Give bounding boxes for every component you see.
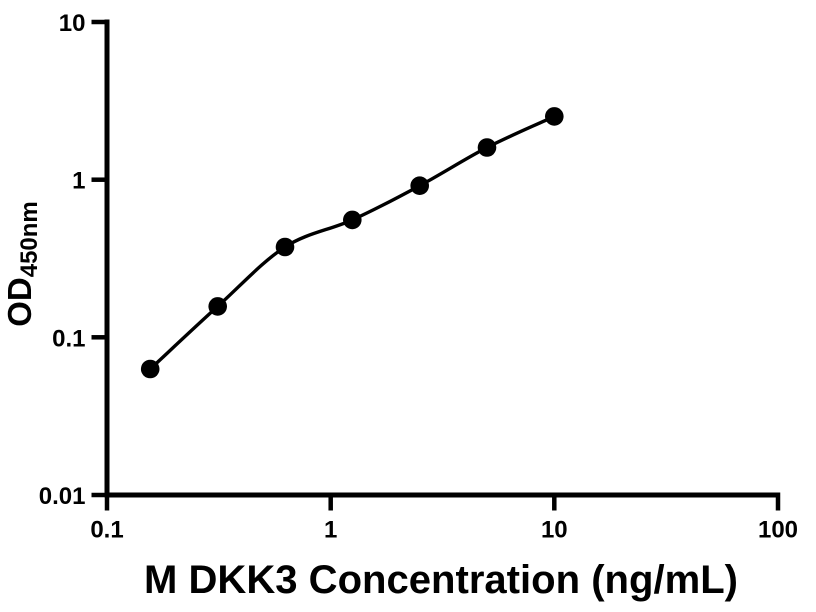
x-tick-label: 100 [758,517,798,544]
x-tick-label: 1 [324,517,337,544]
fit-curve-line [148,114,556,371]
y-axis-title-subscript: 450nm [16,201,43,277]
x-tick-label: 0.1 [90,517,123,544]
y-tick-label: 0.01 [39,483,86,510]
data-point-marker [410,176,430,195]
y-tick-label: 1 [72,168,85,195]
y-tick-label: 10 [59,10,86,37]
data-point-marker [208,297,227,316]
y-axis-title: OD450nm [1,201,43,327]
data-point-marker [545,107,564,126]
data-points [140,107,564,379]
y-tick-label: 0.1 [52,325,85,352]
data-point-marker [477,138,497,157]
axis-ticks [91,19,781,511]
data-point-marker [343,210,362,230]
data-point-marker [275,237,295,257]
x-axis-title: M DKK3 Concentration (ng/mL) [144,558,738,602]
axes [104,19,781,498]
data-point-marker [140,359,160,379]
y-axis-title-main: OD [1,277,38,327]
x-tick-label: 10 [541,517,568,544]
